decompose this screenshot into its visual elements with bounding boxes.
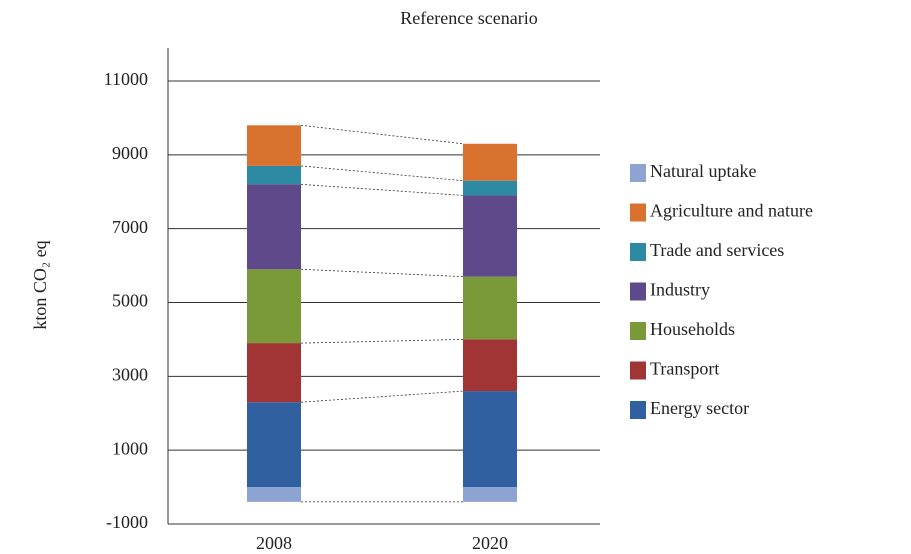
bar-segment [247, 269, 301, 344]
bar-segment [463, 180, 517, 196]
y-tick-label: 1000 [112, 438, 148, 458]
legend-swatch [630, 322, 646, 340]
legend-label: Industry [650, 280, 710, 300]
bar-segment [247, 125, 301, 166]
connector [300, 390, 464, 403]
connector [300, 165, 464, 182]
legend-label: Agriculture and nature [650, 201, 813, 221]
connector [300, 339, 464, 344]
connector [300, 124, 464, 145]
legend-label: Transport [650, 359, 719, 379]
y-tick-label: 5000 [112, 291, 148, 311]
bar-segment [247, 487, 301, 502]
y-tick-label: 7000 [112, 217, 148, 237]
legend-label: Trade and services [650, 240, 784, 260]
chart-title: Reference scenario [400, 8, 537, 28]
y-tick-label: 9000 [112, 143, 148, 163]
legend-swatch [630, 203, 646, 222]
bar-segment [463, 487, 517, 502]
legend-label: Households [650, 319, 735, 339]
legend-label: Energy sector [650, 398, 749, 418]
bar-segment [463, 195, 517, 277]
y-tick-label: -1000 [106, 512, 148, 532]
bar-segment [247, 184, 301, 270]
connector [300, 183, 464, 196]
bar-segment [463, 339, 517, 392]
bar-segment [463, 276, 517, 340]
x-tick-label: 2020 [472, 533, 508, 553]
bar-segment [463, 143, 517, 181]
legend-swatch [630, 361, 646, 380]
connector [300, 268, 464, 278]
legend-swatch [630, 164, 646, 182]
bar-segment [463, 391, 517, 488]
y-axis-label: kton CO₂ eq [30, 240, 50, 329]
legend-swatch [630, 401, 646, 419]
bar-segment [247, 402, 301, 488]
bar-segment [247, 343, 301, 403]
y-tick-label: 11000 [104, 69, 148, 89]
legend-swatch [630, 282, 646, 301]
bar-segment [247, 165, 301, 185]
legend-label: Natural uptake [650, 161, 756, 181]
legend-swatch [630, 243, 646, 261]
x-tick-label: 2008 [256, 533, 292, 553]
y-tick-label: 3000 [112, 364, 148, 384]
